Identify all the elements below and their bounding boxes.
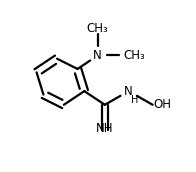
Text: N: N (93, 49, 102, 62)
Text: H: H (131, 95, 139, 105)
Text: N: N (124, 85, 132, 98)
Text: NH: NH (96, 122, 113, 135)
Text: CH₃: CH₃ (87, 22, 109, 35)
Text: CH₃: CH₃ (123, 49, 145, 62)
Text: OH: OH (153, 98, 172, 111)
